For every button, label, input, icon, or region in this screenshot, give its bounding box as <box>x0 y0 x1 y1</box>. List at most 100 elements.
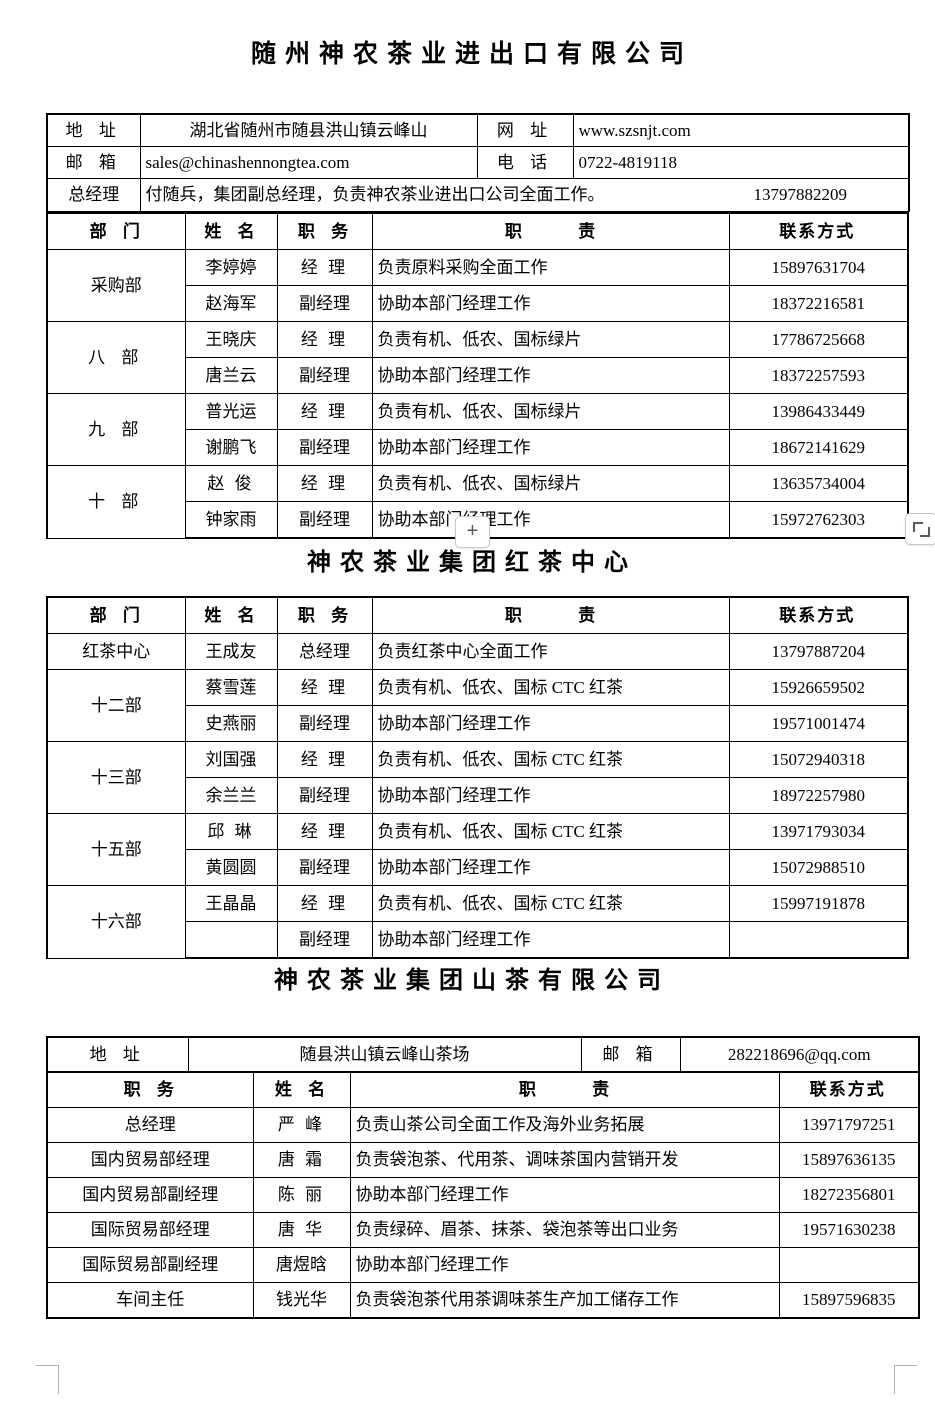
cell-name: 刘国强 <box>184 741 278 778</box>
table-row: 十三部 刘国强 经 理 负责有机、低农、国标 CTC 红茶 1507294031… <box>46 741 909 814</box>
table-row: 邮 箱 sales@chinashennongtea.com 电 话 0722-… <box>46 146 910 179</box>
cell-duty: 协助本部门经理工作 <box>371 705 730 742</box>
header-contact: 联系方式 <box>728 212 909 250</box>
cell-name: 赵 俊 <box>184 465 278 502</box>
cell-contact: 18672141629 <box>728 429 909 466</box>
header-name: 姓 名 <box>184 212 278 250</box>
cell-duty: 负责有机、低农、国标绿片 <box>371 465 730 502</box>
cell-duty: 负责红茶中心全面工作 <box>371 633 730 670</box>
cell-title: 副经理 <box>276 777 373 814</box>
cell-contact: 15072988510 <box>728 849 909 886</box>
cell-duty: 负责有机、低农、国标绿片 <box>371 393 730 430</box>
cell-contact <box>778 1247 920 1283</box>
table-row: 地 址 随县洪山镇云峰山茶场 邮 箱 282218696@qq.com <box>46 1036 920 1073</box>
cell-name: 李婷婷 <box>184 249 278 286</box>
general-manager-text: 付随兵，集团副总经理，负责神农茶业进出口公司全面工作。 <box>145 185 605 205</box>
general-manager-cell: 付随兵，集团副总经理，负责神农茶业进出口公司全面工作。 13797882209 <box>139 178 910 212</box>
label-address: 地 址 <box>46 113 141 147</box>
cell-title: 副经理 <box>276 429 373 466</box>
header-contact: 联系方式 <box>728 596 909 634</box>
header-name: 姓 名 <box>184 596 278 634</box>
page-margin-guide-bottom-right <box>894 1365 917 1394</box>
cell-name: 陈 丽 <box>252 1177 351 1213</box>
cell-name: 钟家雨 <box>184 501 278 539</box>
cell-dept: 十二部 <box>46 669 186 742</box>
table-header-row: 部 门 姓 名 职 务 职 责 联系方式 <box>46 212 909 250</box>
cell-name: 谢鹏飞 <box>184 429 278 466</box>
cell-title: 国际贸易部副经理 <box>46 1247 254 1283</box>
add-section-button[interactable]: + <box>455 516 490 548</box>
cell-contact: 13797887204 <box>728 633 909 670</box>
cell-contact: 15926659502 <box>728 669 909 706</box>
table-row: 余兰兰 副经理 协助本部门经理工作 18972257980 <box>47 777 909 814</box>
table-row: 国际贸易部副经理 唐煜晗 协助本部门经理工作 <box>46 1247 920 1283</box>
value-address: 随县洪山镇云峰山茶场 <box>187 1036 582 1073</box>
cell-title: 副经理 <box>276 705 373 742</box>
table-row: 十六部 王晶晶 经 理 负责有机、低农、国标 CTC 红茶 1599719187… <box>46 885 909 959</box>
cell-title: 总经理 <box>276 633 373 670</box>
cell-title: 经 理 <box>276 885 373 922</box>
header-duty: 职 责 <box>349 1071 780 1108</box>
cell-name: 唐煜晗 <box>252 1247 351 1283</box>
cell-dept: 八 部 <box>46 321 186 394</box>
cell-title: 车间主任 <box>46 1282 254 1319</box>
crop-corner-icon <box>920 527 930 537</box>
cell-title: 经 理 <box>276 741 373 778</box>
header-title: 职 务 <box>46 1071 254 1108</box>
cell-duty: 负责有机、低农、国标 CTC 红茶 <box>371 669 730 706</box>
cell-contact: 13971793034 <box>728 813 909 850</box>
cell-name: 蔡雪莲 <box>184 669 278 706</box>
cell-contact: 13971797251 <box>778 1107 920 1143</box>
cell-duty: 负责原料采购全面工作 <box>371 249 730 286</box>
cell-name: 唐 华 <box>252 1212 351 1248</box>
cell-duty: 协助本部门经理工作 <box>371 501 730 539</box>
label-website: 网 址 <box>476 113 574 147</box>
cell-contact: 19571001474 <box>728 705 909 742</box>
cell-duty: 负责有机、低农、国标 CTC 红茶 <box>371 885 730 922</box>
table-row: 采购部 李婷婷 经 理 负责原料采购全面工作 15897631704 <box>46 249 909 322</box>
cell-dept: 十 部 <box>46 465 186 539</box>
table-row: 唐兰云 副经理 协助本部门经理工作 18372257593 <box>47 357 909 394</box>
cell-duty: 负责袋泡茶、代用茶、调味茶国内营销开发 <box>349 1142 780 1178</box>
cell-name: 赵海军 <box>184 285 278 322</box>
cell-dept: 十六部 <box>46 885 186 959</box>
cell-name: 邱 琳 <box>184 813 278 850</box>
cell-name: 严 峰 <box>252 1107 351 1143</box>
cell-contact <box>728 921 909 959</box>
cell-contact: 19571630238 <box>778 1212 920 1248</box>
cell-contact: 15972762303 <box>728 501 909 539</box>
cell-duty: 协助本部门经理工作 <box>349 1247 780 1283</box>
staff-table-mountain-tea: 职 务 姓 名 职 责 联系方式 总经理 严 峰 负责山茶公司全面工作及海外业务… <box>46 1071 920 1319</box>
cell-name: 唐兰云 <box>184 357 278 394</box>
cell-name: 王成友 <box>184 633 278 670</box>
cell-contact: 15897596835 <box>778 1282 920 1319</box>
header-dept: 部 门 <box>46 596 186 634</box>
page-title-mountain-tea: 神农茶业集团山茶有限公司 <box>274 968 670 994</box>
cell-title: 经 理 <box>276 813 373 850</box>
cell-contact: 15072940318 <box>728 741 909 778</box>
cell-title: 经 理 <box>276 249 373 286</box>
cell-dept: 九 部 <box>46 393 186 466</box>
contact-info-table-import-export: 地 址 湖北省随州市随县洪山镇云峰山 网 址 www.szsnjt.com 邮 … <box>46 113 910 212</box>
header-dept: 部 门 <box>46 212 186 250</box>
table-row: 八 部 王晓庆 经 理 负责有机、低农、国标绿片 17786725668 <box>46 321 909 394</box>
cell-duty: 负责袋泡茶代用茶调味茶生产加工储存工作 <box>349 1282 780 1319</box>
cell-contact: 17786725668 <box>728 321 909 358</box>
cell-title: 副经理 <box>276 921 373 959</box>
cell-name: 唐 霜 <box>252 1142 351 1178</box>
cell-duty: 协助本部门经理工作 <box>371 357 730 394</box>
cell-duty: 协助本部门经理工作 <box>371 921 730 959</box>
cell-name: 余兰兰 <box>184 777 278 814</box>
header-contact: 联系方式 <box>778 1071 920 1108</box>
cell-contact: 18372257593 <box>728 357 909 394</box>
value-website: www.szsnjt.com <box>572 113 910 147</box>
cell-contact: 13986433449 <box>728 393 909 430</box>
layout-options-button[interactable] <box>905 513 935 545</box>
table-row: 车间主任 钱光华 负责袋泡茶代用茶调味茶生产加工储存工作 15897596835 <box>46 1282 920 1319</box>
table-row: 十二部 蔡雪莲 经 理 负责有机、低农、国标 CTC 红茶 1592665950… <box>46 669 909 742</box>
table-row: 国内贸易部副经理 陈 丽 协助本部门经理工作 18272356801 <box>46 1177 920 1213</box>
cell-title: 副经理 <box>276 357 373 394</box>
page-margin-guide-bottom-left <box>36 1365 59 1394</box>
cell-name: 黄圆圆 <box>184 849 278 886</box>
table-row: 十五部 邱 琳 经 理 负责有机、低农、国标 CTC 红茶 1397179303… <box>46 813 909 886</box>
